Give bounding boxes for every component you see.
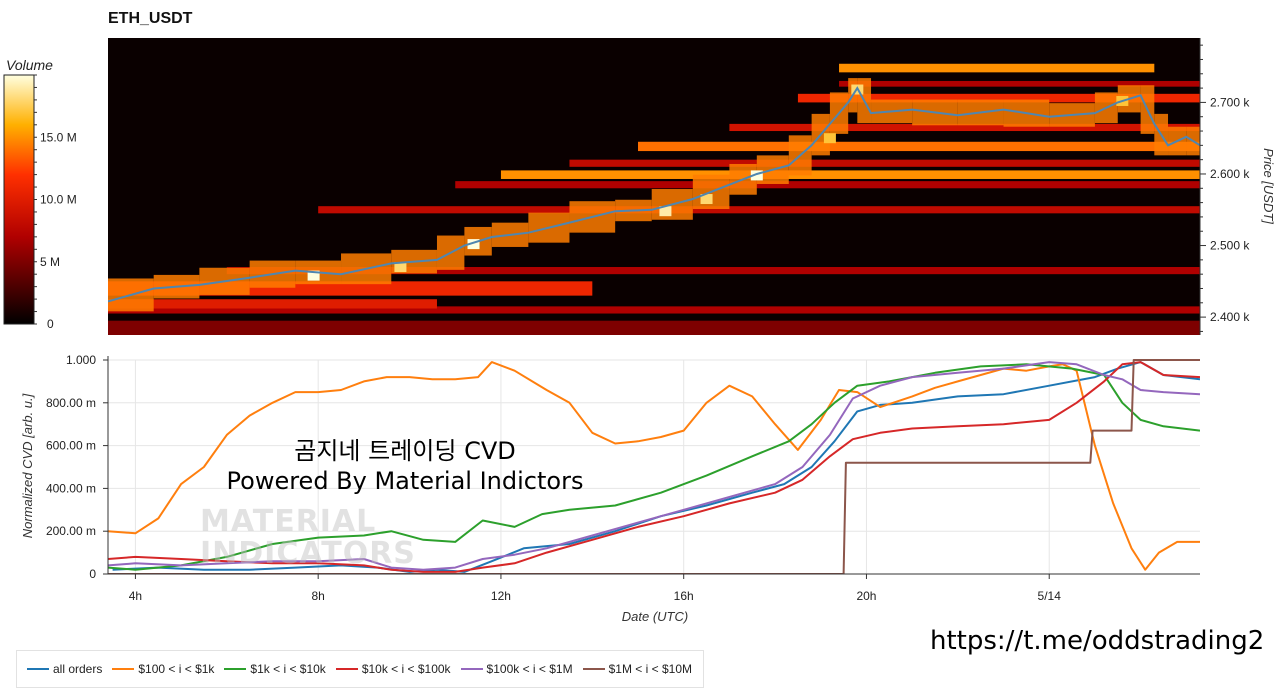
cvd-y-axis-title: Normalized CVD [arb. u.] [20,393,35,538]
heatmap-band [108,299,437,309]
legend-swatch [335,668,358,670]
heatmap-band [569,159,1200,167]
legend-label: $10k < i < $100k [361,662,451,676]
cvd-series-layer [108,359,1200,574]
heatmap-hotspot [700,194,713,205]
colorbar-tick-label: 15.0 M [40,130,77,144]
cvd-series-line-0 [112,361,1200,573]
legend-label: $100 < i < $1k [138,662,215,676]
heatmap-band [226,267,1200,275]
legend-item[interactable]: all orders [27,662,102,676]
legend-label: all orders [53,662,103,676]
cvd-x-tick-label: 12h [491,589,511,603]
heatmap-hotspot [394,262,407,273]
heatmap-band [839,63,1155,73]
heatmap-band [638,141,1200,152]
legend-item[interactable]: $1M < i < $10M [582,662,692,676]
legend-swatch [224,668,247,670]
heatmap-band [500,170,1200,179]
watermark-line-1: MATERIAL [200,504,377,539]
price-tick-label: 2.400 k [1210,310,1250,324]
heatmap-band [839,80,1200,87]
overlay-caption-line-1: 곰지네 트레이딩 CVD [294,437,516,465]
heatmap-hotspot [823,133,836,144]
price-line [108,86,1200,303]
legend-swatch [112,668,135,670]
cvd-series-line-1 [108,361,1200,571]
heatmap-band [729,123,1200,132]
cvd-x-tick-label: 5/14 [1038,589,1062,603]
legend-item[interactable]: $10k < i < $100k [335,662,451,676]
cvd-x-tick-label: 4h [129,589,142,603]
heatmap-hotspot [467,239,480,250]
heatmap-band [318,206,1200,214]
legend-label: $100k < i < $1M [486,662,573,676]
cvd-series-line-4 [108,361,1200,571]
heatmap-band [797,93,1200,103]
cvd-y-tick-label: 800.00 m [46,396,96,410]
legend-item[interactable]: $100 < i < $1k [112,662,214,676]
heatmap-hotspot [750,170,763,181]
cvd-x-axis-ticks: 4h 8h 12h 16h 20h 5/14 [129,574,1061,603]
cvd-series-line-3 [108,361,1200,573]
cvd-x-axis-title: Date (UTC) [622,609,688,624]
cvd-grid [108,359,1200,575]
cvd-series-line-5 [108,359,1200,574]
heatmap-band [108,320,1200,335]
legend-item[interactable]: $100k < i < $1M [460,662,573,676]
heatmap-layer [108,63,1200,335]
price-tick-label: 2.600 k [1210,167,1250,181]
cvd-x-tick-label: 16h [674,589,694,603]
cvd-y-tick-label: 400.00 m [46,481,96,495]
overlay-caption-line-2: Powered By Material Indictors [226,467,584,495]
price-tick-label: 2.500 k [1210,239,1250,253]
price-tick-label: 2.700 k [1210,95,1250,109]
colorbar-tick-label: 10.0 M [40,193,77,207]
legend-swatch [27,668,49,670]
overlay-caption: 곰지네 트레이딩 CVD Powered By Material Indicto… [200,436,610,496]
watermark-line-2: INDICATORS [200,536,416,571]
legend-swatch [460,668,483,670]
colorbar-tick-label: 0 [47,317,54,331]
heatmap-band [108,306,1200,314]
heatmap-hotspot [307,270,320,281]
legend-item[interactable]: $1k < i < $10k [224,662,326,676]
cvd-x-tick-label: 20h [856,589,876,603]
telegram-link[interactable]: https://t.me/oddstrading2 [930,626,1265,656]
cvd-y-axis-ticks: 0 200.00 m 400.00 m 600.00 m 800.00 m 1.000 [46,353,109,581]
cvd-x-tick-label: 8h [311,589,324,603]
price-axis-title: Price [USDT] [1261,148,1276,224]
legend-swatch [582,668,605,670]
legend-label: $1k < i < $10k [250,662,326,676]
cvd-y-tick-label: 0 [89,567,96,581]
heatmap-band [455,181,1200,189]
cvd-series-line-2 [108,363,1200,571]
heatmap-hotspot [659,206,672,217]
colorbar [3,74,35,325]
colorbar-tick-label: 5 M [40,255,60,269]
colorbar-title: Volume [6,57,53,73]
colorbar-ticks: 0 5 M 10.0 M 15.0 M [34,74,77,331]
cvd-y-tick-label: 600.00 m [46,439,96,453]
legend-label: $1M < i < $10M [608,662,692,676]
price-axis-ticks: 2.400 k 2.500 k 2.600 k 2.700 k [1199,38,1250,335]
cvd-y-tick-label: 200.00 m [46,524,96,538]
watermark-logo: MATERIAL INDICATORS [200,506,416,570]
cvd-y-tick-label: 1.000 [66,353,96,367]
legend: all orders $100 < i < $1k $1k < i < $10k $1… [16,650,704,688]
chart-title: ETH_USDT [108,10,193,27]
